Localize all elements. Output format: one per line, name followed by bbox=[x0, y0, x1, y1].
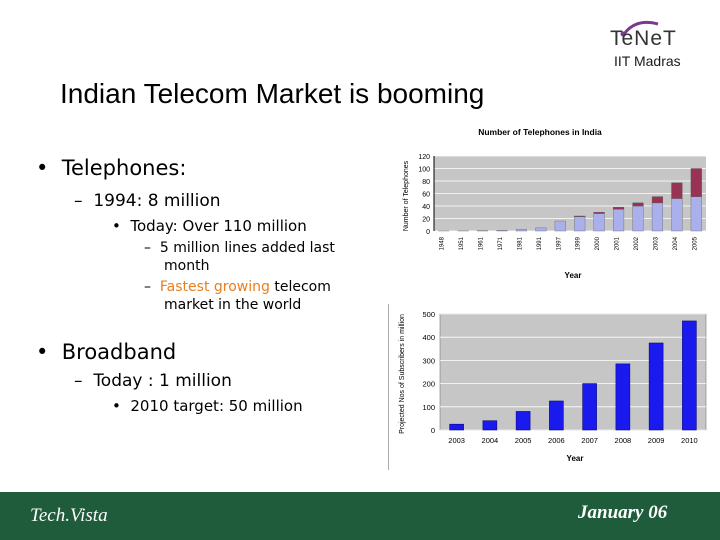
telephones-bar-fixed bbox=[535, 227, 547, 232]
bullet-telephones: • Telephones: bbox=[36, 156, 187, 180]
bullet-lines-added-label: 5 million lines added last bbox=[159, 240, 335, 256]
broadband-xtick: 2005 bbox=[515, 436, 532, 445]
telephones-chart: Number of Telephones in India Year Numbe… bbox=[390, 126, 716, 286]
logo-subtitle: IIT Madras bbox=[614, 53, 681, 69]
tenet-logo: TeNeT bbox=[610, 20, 677, 50]
bullet-broadband-label: Broadband bbox=[61, 340, 177, 364]
telephones-chart-ylabel: Number of Telephones bbox=[403, 160, 410, 231]
broadband-bar bbox=[582, 383, 597, 431]
bullet-fastest-growing: – Fastest growing telecom bbox=[144, 279, 331, 295]
telephones-xtick: 2003 bbox=[653, 236, 659, 250]
broadband-xtick: 2009 bbox=[648, 436, 665, 445]
telephones-chart-xlabel: Year bbox=[565, 271, 582, 280]
broadband-xtick: 2007 bbox=[581, 436, 598, 445]
bullet-broadband-target: • 2010 target: 50 million bbox=[112, 397, 303, 415]
broadband-ytick: 500 bbox=[422, 310, 435, 319]
telephones-chart-title: Number of Telephones in India bbox=[478, 127, 602, 137]
bullet-broadband-today: – Today : 1 million bbox=[74, 371, 232, 391]
telephones-ytick: 100 bbox=[418, 167, 430, 174]
bullet-1994-label: 1994: 8 million bbox=[93, 191, 221, 211]
telephones-ytick: 80 bbox=[422, 179, 430, 186]
broadband-ytick: 100 bbox=[422, 403, 435, 412]
broadband-ytick: 400 bbox=[422, 333, 435, 342]
telephones-xtick: 1948 bbox=[440, 236, 446, 250]
bullet-1994: – 1994: 8 million bbox=[74, 191, 221, 211]
broadband-ytick: 200 bbox=[422, 380, 435, 389]
broadband-chart-ylabel: Projected Nos of Subscribers in million bbox=[399, 314, 406, 434]
broadband-bar bbox=[515, 411, 531, 431]
bullet-broadband-today-label: Today : 1 million bbox=[93, 371, 232, 391]
telephones-xtick: 1951 bbox=[459, 236, 465, 250]
telephones-xtick: 2002 bbox=[634, 236, 640, 250]
telephones-bar-mobile bbox=[593, 212, 605, 214]
footer-left-text: Tech.Vista bbox=[30, 505, 108, 526]
telephones-bar-fixed bbox=[496, 230, 508, 232]
telephones-bar-fixed bbox=[574, 216, 586, 232]
telephones-bar-mobile bbox=[651, 196, 663, 204]
fastest-growing-rest: telecom bbox=[269, 279, 331, 295]
telephones-ytick: 60 bbox=[422, 192, 430, 199]
telephones-xtick: 1991 bbox=[537, 236, 543, 250]
logo-text: TeNeT bbox=[610, 27, 677, 50]
telephones-xtick: 1981 bbox=[517, 236, 523, 250]
broadband-bar bbox=[482, 420, 498, 431]
footer-date: January 06 bbox=[578, 502, 668, 523]
broadband-xtick: 2008 bbox=[615, 436, 632, 445]
broadband-chart: Year Projected Nos of Subscribers in mil… bbox=[388, 304, 716, 470]
bullet-telephones-label: Telephones: bbox=[61, 156, 187, 180]
telephones-bar-fixed bbox=[632, 205, 644, 232]
broadband-chart-xlabel: Year bbox=[567, 454, 584, 463]
broadband-bar bbox=[615, 363, 631, 431]
broadband-bar bbox=[549, 400, 564, 431]
telephones-bar-mobile bbox=[632, 202, 644, 207]
telephones-xtick: 1961 bbox=[479, 236, 485, 250]
broadband-bar bbox=[648, 342, 664, 431]
telephones-xtick: 2004 bbox=[673, 236, 679, 250]
telephones-bar-mobile bbox=[574, 215, 586, 217]
telephones-ytick: 0 bbox=[426, 229, 430, 236]
telephones-xtick: 1999 bbox=[576, 236, 582, 250]
broadband-bar bbox=[449, 423, 464, 431]
footer-bar: Tech.Vista January 06 bbox=[0, 492, 720, 540]
broadband-xtick: 2010 bbox=[681, 436, 698, 445]
telephones-bar-fixed bbox=[515, 229, 527, 232]
telephones-bar-fixed bbox=[613, 208, 625, 232]
fastest-growing-highlight: Fastest growing bbox=[159, 279, 270, 295]
telephones-bar-fixed bbox=[554, 220, 566, 232]
broadband-xtick: 2004 bbox=[482, 436, 499, 445]
bullet-broadband: • Broadband bbox=[36, 340, 177, 364]
telephones-bar-mobile bbox=[613, 207, 625, 210]
telephones-xtick: 1971 bbox=[498, 236, 504, 250]
telephones-bar-fixed bbox=[671, 198, 683, 232]
telephones-ytick: 20 bbox=[422, 217, 430, 224]
bullet-broadband-target-label: 2010 target: 50 million bbox=[130, 397, 303, 415]
bullet-lines-added: – 5 million lines added last bbox=[144, 240, 335, 256]
telephones-bar-fixed bbox=[690, 196, 702, 232]
telephones-bar-fixed bbox=[651, 202, 663, 232]
telephones-ytick: 120 bbox=[418, 154, 430, 161]
broadband-bar bbox=[682, 320, 697, 431]
bullet-today-telephones-label: Today: Over 110 million bbox=[130, 217, 307, 235]
slide-title: Indian Telecom Market is booming bbox=[60, 78, 485, 109]
telephones-bar-mobile bbox=[690, 168, 702, 197]
bullet-today-telephones: • Today: Over 110 million bbox=[112, 217, 307, 235]
bullet-fastest-growing-cont: market in the world bbox=[164, 297, 302, 313]
broadband-ytick: 0 bbox=[431, 426, 435, 435]
telephones-ytick: 40 bbox=[422, 204, 430, 211]
telephones-xtick: 1997 bbox=[556, 236, 562, 250]
broadband-xtick: 2003 bbox=[448, 436, 465, 445]
broadband-xtick: 2006 bbox=[548, 436, 565, 445]
broadband-ytick: 300 bbox=[422, 356, 435, 365]
telephones-xtick: 2001 bbox=[615, 236, 621, 250]
telephones-bar-mobile bbox=[671, 182, 683, 199]
bullet-lines-added-cont: month bbox=[164, 258, 210, 274]
telephones-xtick: 2000 bbox=[595, 236, 601, 250]
telephones-xtick: 2005 bbox=[692, 236, 698, 250]
telephones-bar-fixed bbox=[593, 213, 605, 232]
